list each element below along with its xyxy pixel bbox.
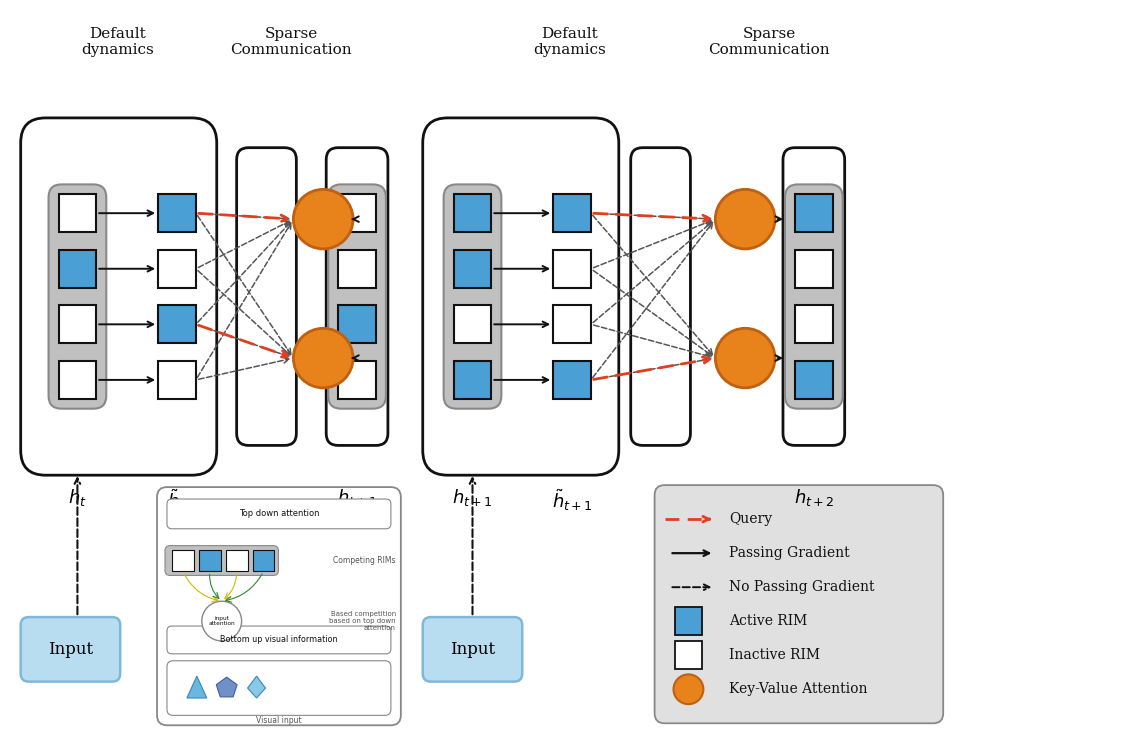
Bar [59, 250, 96, 288]
Text: Bottom up visual information: Bottom up visual information [220, 635, 338, 645]
FancyBboxPatch shape [157, 487, 401, 725]
FancyBboxPatch shape [166, 499, 390, 528]
Text: Competing RIMs: Competing RIMs [333, 556, 396, 565]
Text: Based competition
based on top down
attention: Based competition based on top down atte… [329, 611, 396, 631]
Bar [453, 194, 491, 232]
FancyBboxPatch shape [783, 148, 845, 445]
Bar [339, 194, 375, 232]
Bar [453, 250, 491, 288]
Circle shape [715, 189, 775, 249]
Bar [158, 250, 196, 288]
Text: Passing Gradient: Passing Gradient [729, 546, 850, 560]
Bar [553, 361, 591, 399]
Bar [553, 250, 591, 288]
FancyBboxPatch shape [166, 626, 390, 654]
Text: Default
dynamics: Default dynamics [80, 26, 154, 57]
Bar [339, 305, 375, 343]
Bar [339, 250, 375, 288]
Bar [199, 550, 220, 571]
Text: Query: Query [729, 512, 773, 526]
Bar [59, 305, 96, 343]
Text: Visual input: Visual input [256, 716, 302, 726]
Bar [158, 305, 196, 343]
Text: Sparse
Communication: Sparse Communication [231, 26, 352, 57]
Bar [794, 250, 832, 288]
Bar [553, 305, 591, 343]
Bar [339, 361, 375, 399]
Bar [453, 361, 491, 399]
Text: Key-Value Attention: Key-Value Attention [729, 682, 868, 696]
Bar [794, 305, 832, 343]
Circle shape [294, 189, 354, 249]
Text: Input: Input [450, 641, 495, 658]
Text: Input: Input [48, 641, 93, 658]
Bar [226, 550, 248, 571]
Text: $\tilde{h}_{t+1}$: $\tilde{h}_{t+1}$ [551, 487, 592, 512]
Bar [453, 305, 491, 343]
Polygon shape [216, 677, 238, 697]
Polygon shape [248, 676, 265, 698]
FancyBboxPatch shape [326, 148, 388, 445]
FancyBboxPatch shape [785, 185, 843, 408]
Circle shape [294, 328, 354, 388]
Bar [794, 361, 832, 399]
Bar [59, 361, 96, 399]
FancyBboxPatch shape [236, 148, 296, 445]
Text: No Passing Gradient: No Passing Gradient [729, 580, 875, 594]
FancyBboxPatch shape [21, 118, 217, 475]
FancyBboxPatch shape [21, 617, 121, 682]
Text: $h_t$: $h_t$ [68, 487, 87, 508]
FancyBboxPatch shape [630, 148, 690, 445]
Text: Top down attention: Top down attention [239, 509, 319, 518]
Text: Active RIM: Active RIM [729, 615, 807, 629]
Bar [675, 607, 703, 635]
Polygon shape [187, 676, 207, 698]
Text: input
attention: input attention [209, 616, 235, 626]
Bar [158, 194, 196, 232]
Text: Inactive RIM: Inactive RIM [729, 648, 820, 662]
Text: $h_{t+1}$: $h_{t+1}$ [452, 487, 492, 508]
FancyBboxPatch shape [422, 617, 522, 682]
Text: $\tilde{h}_t$: $\tilde{h}_t$ [168, 487, 186, 512]
Bar [794, 194, 832, 232]
FancyBboxPatch shape [48, 185, 107, 408]
Bar [158, 361, 196, 399]
FancyBboxPatch shape [654, 485, 944, 723]
Bar [253, 550, 274, 571]
Text: $h_{t+1}$: $h_{t+1}$ [336, 487, 378, 508]
FancyBboxPatch shape [328, 185, 386, 408]
Text: $h_{t+2}$: $h_{t+2}$ [793, 487, 835, 508]
FancyBboxPatch shape [165, 545, 279, 576]
Bar [553, 194, 591, 232]
Circle shape [715, 328, 775, 388]
Bar [59, 194, 96, 232]
FancyBboxPatch shape [166, 661, 390, 715]
Circle shape [674, 674, 704, 704]
Text: Sparse
Communication: Sparse Communication [708, 26, 830, 57]
FancyBboxPatch shape [422, 118, 619, 475]
Bar [675, 641, 703, 669]
Bar [172, 550, 194, 571]
FancyBboxPatch shape [443, 185, 502, 408]
Text: Default
dynamics: Default dynamics [534, 26, 606, 57]
Circle shape [202, 601, 241, 641]
